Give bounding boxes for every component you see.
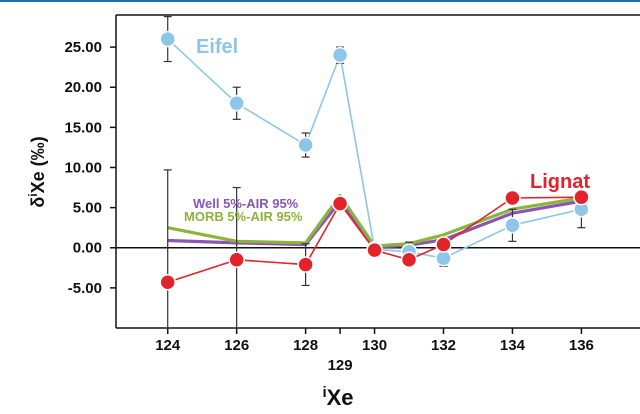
x-tick-label: 134 xyxy=(500,337,526,354)
data-point-lignat xyxy=(331,195,349,212)
x-axis-title: iXe xyxy=(322,384,353,410)
y-axis-title-delta: δ xyxy=(28,197,48,208)
markers-group xyxy=(159,30,590,291)
top-rule xyxy=(0,0,640,2)
data-point-lignat xyxy=(366,241,383,259)
y-tick-label: 10.00 xyxy=(64,159,102,176)
data-point-lignat xyxy=(573,188,590,206)
data-point-lignat xyxy=(297,256,314,273)
y-tick-label: 0.00 xyxy=(73,240,102,257)
x-tick-label: 126 xyxy=(224,337,249,354)
annotation-well: Well 5%-AIR 95% xyxy=(193,196,299,211)
axes-group: 25.00 20.00 15.00 10.00 5.00 0.00 -5.00 124 126 1… xyxy=(64,14,640,374)
x-tick-label: 136 xyxy=(569,337,594,354)
y-axis-title-super: i xyxy=(26,193,40,196)
data-point-eifel xyxy=(228,95,245,112)
data-point-lignat xyxy=(435,236,452,253)
x-axis-title-main: Xe xyxy=(327,385,354,410)
x-tick-label: 124 xyxy=(155,337,181,354)
y-axis-title-main: Xe (‰) xyxy=(28,136,48,193)
data-point-eifel xyxy=(159,30,176,48)
data-point-eifel xyxy=(504,217,521,234)
annotation-eifel: Eifel xyxy=(196,36,238,58)
annotation-morb: MORB 5%-AIR 95% xyxy=(184,209,303,224)
y-axis-title: δiXe (‰) xyxy=(26,136,48,207)
data-point-lignat xyxy=(400,251,418,269)
x-axis-title-super: i xyxy=(322,384,326,401)
data-point-eifel xyxy=(435,249,452,267)
y-tick-label: 20.00 xyxy=(64,79,102,96)
data-point-lignat xyxy=(504,189,521,207)
x-tick-label: 130 xyxy=(362,337,387,354)
y-tick-label: 25.00 xyxy=(64,39,102,56)
x-tick-label: 129 xyxy=(328,357,353,374)
y-tick-label: 15.00 xyxy=(64,119,102,136)
data-point-lignat xyxy=(159,274,176,291)
data-point-eifel xyxy=(297,136,314,154)
annotation-lignat: Lignat xyxy=(530,171,590,193)
y-tick-label: -5.00 xyxy=(68,280,102,297)
error-bars-group xyxy=(163,16,586,329)
data-point-eifel xyxy=(331,46,349,64)
x-tick-label: 132 xyxy=(431,337,456,354)
x-tick-label: 128 xyxy=(293,337,318,354)
y-tick-label: 5.00 xyxy=(73,200,102,217)
data-point-lignat xyxy=(228,251,245,269)
